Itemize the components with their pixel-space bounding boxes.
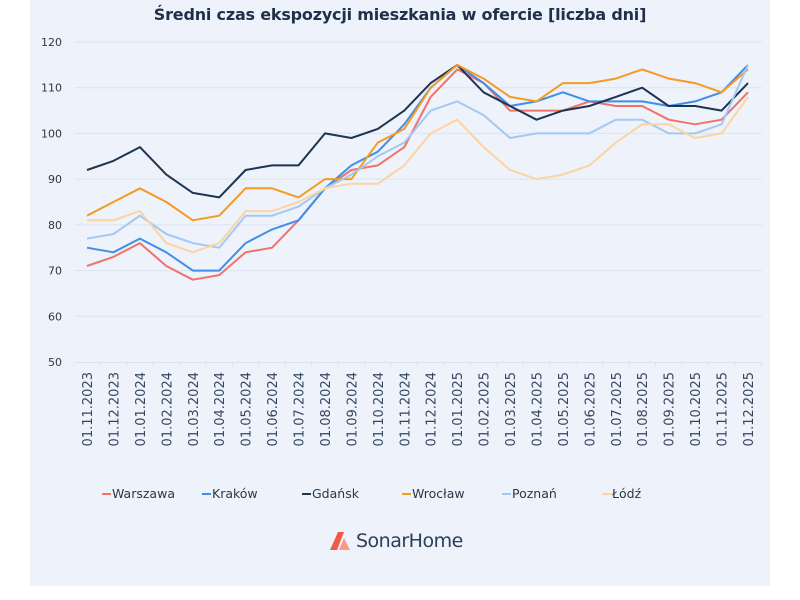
x-tick-label: 01.11.2025 [716,372,731,446]
legend-label: Warszawa [112,486,175,501]
series-line-łódź [87,96,749,254]
legend-swatch [302,492,311,495]
x-tick-label: 01.06.2025 [583,372,598,446]
x-tick-label: 01.02.2024 [160,372,175,446]
legend-label: Poznań [512,486,557,501]
x-tick-label: 01.03.2025 [504,372,519,446]
x-tick-label: 01.11.2023 [81,372,96,446]
x-axis-tick-labels: 01.11.2023 01.12.2023 01.01.2024 01.02.2024… [81,372,757,446]
x-tick-label: 01.05.2025 [557,372,572,446]
x-tick-label: 01.09.2024 [345,372,360,446]
legend-item[interactable]: Wrocław [402,486,498,501]
y-tick-label: 110 [41,82,62,95]
x-tick-label: 01.02.2025 [478,372,493,446]
y-axis-ticks: 50 60 70 80 90 100 110 120 [41,36,62,369]
x-tick-label: 01.12.2023 [107,372,122,446]
legend-item[interactable]: Warszawa [102,486,198,501]
y-tick-label: 90 [48,173,62,186]
y-tick-label: 50 [48,356,62,369]
series-line-poznań [86,64,749,249]
x-tick-label: 01.12.2025 [742,372,757,446]
x-tick-label: 01.11.2024 [398,372,413,446]
x-tick-label: 01.04.2025 [530,372,545,446]
legend-swatch [202,492,211,495]
logo-text: SonarHome [356,530,463,552]
x-tick-label: 01.04.2024 [213,372,228,446]
x-tick-label: 01.06.2024 [266,372,281,446]
x-tick-label: 01.01.2024 [134,372,149,446]
legend-swatch [402,492,411,495]
legend-item[interactable]: Kraków [202,486,298,501]
gridlines [75,41,762,317]
legend-swatch [602,492,611,495]
chart-panel [30,0,770,586]
x-tick-label: 01.08.2025 [636,372,651,446]
series-line-gdańsk [86,63,749,199]
y-tick-label: 70 [48,265,62,278]
x-tick-label: 01.03.2024 [187,372,202,446]
legend-label: Łódź [612,486,642,501]
legend-item[interactable]: Łódź [602,486,698,501]
legend-swatch [102,492,111,495]
legend-item[interactable]: Gdańsk [302,486,398,501]
x-tick-label: 01.05.2024 [240,372,255,446]
x-tick-label: 01.09.2025 [663,372,678,446]
x-tick-label: 01.08.2024 [319,372,334,446]
y-tick-label: 80 [48,219,62,232]
y-tick-label: 120 [41,36,62,49]
x-axis [73,362,762,367]
x-tick-label: 01.12.2024 [425,372,440,446]
x-tick-label: 01.01.2025 [451,372,466,446]
series-line-wrocław [86,63,749,222]
legend-label: Gdańsk [312,486,359,501]
legend-label: Kraków [212,486,258,501]
series-line-kraków [86,63,749,272]
legend-item[interactable]: Poznań [502,486,598,501]
house-roof-icon [330,532,350,550]
chart-title: Średni czas ekspozycji mieszkania w ofer… [153,5,647,24]
x-tick-label: 01.10.2024 [372,372,387,446]
legend: Warszawa Kraków Gdańsk Wrocław Poznań Łódź [0,486,800,501]
x-tick-label: 01.10.2025 [689,372,704,446]
x-tick-label: 01.07.2025 [610,372,625,446]
sonarhome-logo: SonarHome [330,530,463,552]
legend-label: Wrocław [412,486,465,501]
legend-swatch [502,492,511,495]
series-lines [86,63,749,281]
y-tick-label: 60 [48,310,62,323]
y-tick-label: 100 [41,127,62,140]
x-tick-label: 01.07.2024 [293,372,308,446]
series-line-warszawa [86,68,749,281]
